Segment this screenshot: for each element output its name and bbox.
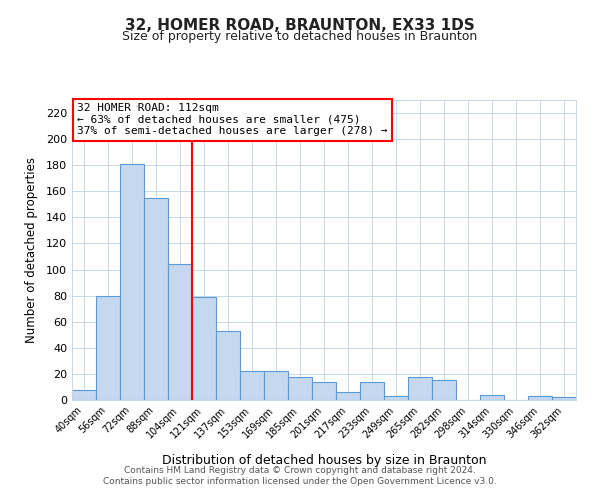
Bar bbox=[432, 380, 456, 400]
Bar bbox=[312, 382, 336, 400]
Text: Contains HM Land Registry data © Crown copyright and database right 2024.: Contains HM Land Registry data © Crown c… bbox=[124, 466, 476, 475]
Text: 32, HOMER ROAD, BRAUNTON, EX33 1DS: 32, HOMER ROAD, BRAUNTON, EX33 1DS bbox=[125, 18, 475, 32]
Bar bbox=[408, 376, 432, 400]
Bar bbox=[528, 396, 552, 400]
Text: 32 HOMER ROAD: 112sqm
← 63% of detached houses are smaller (475)
37% of semi-det: 32 HOMER ROAD: 112sqm ← 63% of detached … bbox=[77, 103, 388, 136]
Bar bbox=[72, 390, 96, 400]
Bar bbox=[480, 395, 504, 400]
Bar bbox=[552, 398, 576, 400]
Bar bbox=[192, 297, 216, 400]
Text: Size of property relative to detached houses in Braunton: Size of property relative to detached ho… bbox=[122, 30, 478, 43]
Bar bbox=[360, 382, 384, 400]
Text: Contains public sector information licensed under the Open Government Licence v3: Contains public sector information licen… bbox=[103, 477, 497, 486]
Bar bbox=[216, 331, 240, 400]
Bar bbox=[144, 198, 168, 400]
Bar bbox=[120, 164, 144, 400]
X-axis label: Distribution of detached houses by size in Braunton: Distribution of detached houses by size … bbox=[162, 454, 486, 466]
Bar bbox=[384, 396, 408, 400]
Bar bbox=[168, 264, 192, 400]
Y-axis label: Number of detached properties: Number of detached properties bbox=[25, 157, 38, 343]
Bar bbox=[288, 376, 312, 400]
Bar bbox=[96, 296, 120, 400]
Bar bbox=[264, 372, 288, 400]
Bar bbox=[336, 392, 360, 400]
Bar bbox=[240, 372, 264, 400]
